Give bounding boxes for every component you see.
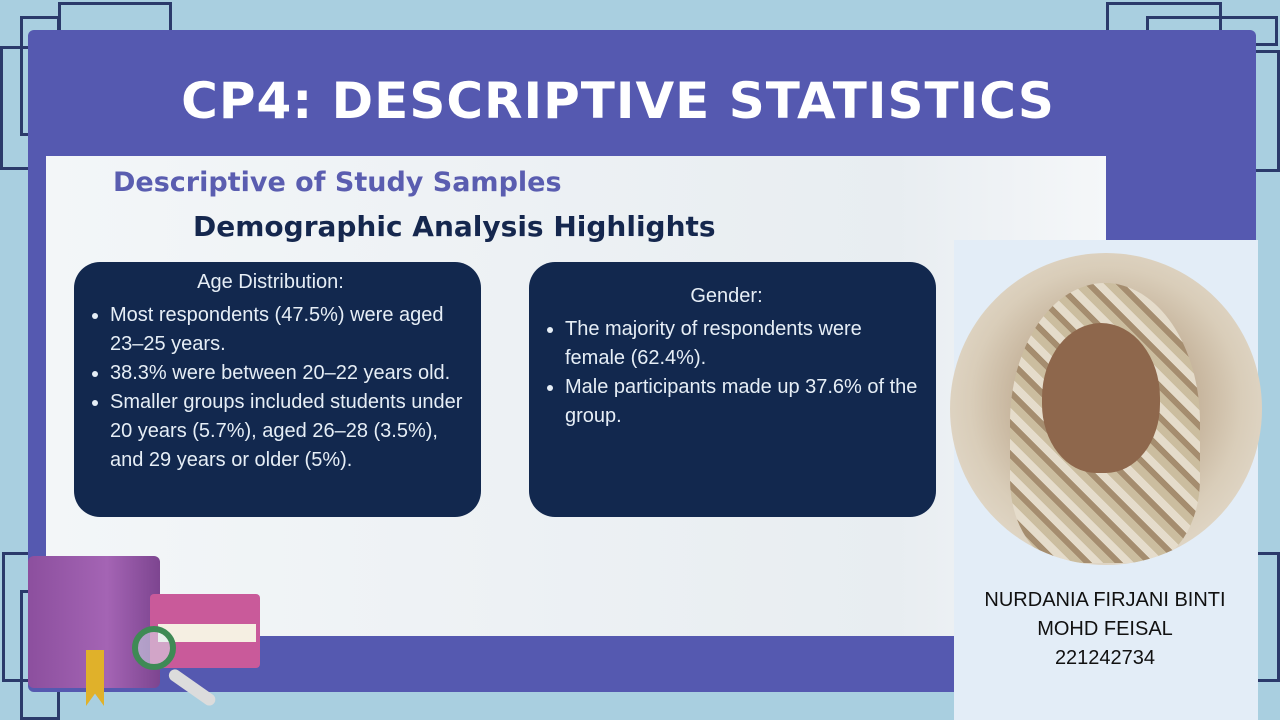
- slide-subtitle: Descriptive of Study Samples: [113, 167, 562, 198]
- age-card-title: Age Distribution:: [197, 271, 344, 293]
- age-bullet-item: 38.3% were between 20–22 years old.: [110, 359, 467, 388]
- presenter-video: [950, 253, 1262, 565]
- gender-bullet-item: Male participants made up 37.6% of the g…: [565, 373, 924, 431]
- age-distribution-card: Age Distribution: Most respondents (47.5…: [74, 262, 481, 517]
- gender-card-title: Gender:: [690, 285, 763, 307]
- age-bullet-list: Most respondents (47.5%) were aged 23–25…: [74, 301, 467, 475]
- section-heading: Demographic Analysis Highlights: [193, 210, 716, 243]
- magnifier-icon: [132, 626, 176, 670]
- presenter-name-line2: MOHD FEISAL: [1037, 618, 1173, 640]
- age-bullet-item: Most respondents (47.5%) were aged 23–25…: [110, 301, 467, 359]
- gender-bullet-item: The majority of respondents were female …: [565, 315, 924, 373]
- slide-title: CP4: DESCRIPTIVE STATISTICS: [181, 72, 1055, 130]
- bookmark-ribbon: [86, 650, 104, 706]
- presenter-face: [1042, 323, 1160, 473]
- presenter-caption: NURDANIA FIRJANI BINTI MOHD FEISAL 22124…: [960, 586, 1250, 673]
- gender-card: Gender: The majority of respondents were…: [529, 262, 936, 517]
- presenter-name-line1: NURDANIA FIRJANI BINTI: [984, 589, 1226, 611]
- presenter-id: 221242734: [1054, 647, 1156, 669]
- book-pages: [158, 624, 256, 642]
- age-bullet-item: Smaller groups included students under 2…: [110, 388, 467, 475]
- gender-bullet-list: The majority of respondents were female …: [529, 315, 924, 431]
